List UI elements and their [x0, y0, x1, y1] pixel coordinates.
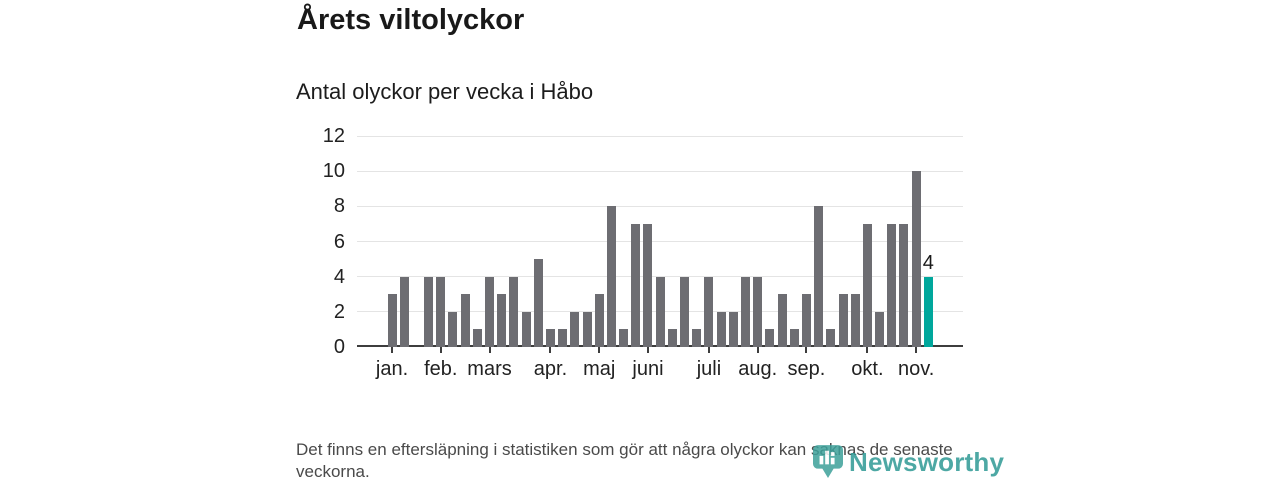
x-axis-label-aug: aug.	[738, 358, 778, 380]
bar-week-34	[789, 329, 799, 347]
last-bar-value-label: 4	[922, 251, 934, 274]
bar-week-27	[704, 277, 714, 347]
bar-week-23	[655, 277, 665, 347]
x-tick-mars	[488, 347, 491, 353]
y-axis-label-0: 0	[333, 336, 345, 358]
x-axis-label-nov: nov.	[897, 358, 935, 380]
x-tick-aug	[756, 347, 759, 353]
x-tick-juli	[707, 347, 710, 353]
bar-week-36	[814, 206, 824, 347]
bar-week-38	[838, 294, 848, 347]
bar-week-30	[741, 277, 750, 347]
newsworthy-pin-barchart-icon	[813, 445, 843, 478]
bar-week-40	[862, 224, 872, 347]
bar-week-35	[801, 294, 811, 347]
bar-week-5	[436, 277, 446, 347]
x-tick-maj	[598, 347, 601, 353]
x-axis-label-okt: okt.	[851, 358, 884, 380]
x-tick-sep	[805, 347, 808, 353]
bar-week-19	[606, 206, 616, 347]
y-axis-label-8: 8	[333, 195, 345, 218]
bar-week-16	[570, 312, 580, 347]
x-axis-label-sep: sep.	[787, 358, 826, 380]
x-axis-label-maj: maj	[583, 358, 616, 380]
bar-week-7	[460, 294, 470, 347]
bar-week-44	[911, 171, 921, 347]
bar-week-25	[680, 277, 690, 347]
x-axis-label-apr: apr.	[533, 358, 568, 380]
bar-week-41	[875, 312, 885, 347]
bar-week-18	[594, 294, 604, 347]
x-tick-jan	[391, 347, 393, 353]
bar-week-20	[619, 329, 629, 347]
bar-week-45-highlight	[923, 277, 933, 347]
x-tick-okt	[866, 347, 869, 353]
footnote-text: Det finns en eftersläpning i statistiken…	[296, 440, 953, 480]
bar-week-29	[728, 312, 738, 347]
y-axis-label-2: 2	[333, 300, 345, 323]
bar-week-10	[497, 294, 507, 347]
gridline-y-10	[357, 170, 963, 172]
bar-week-14	[545, 329, 555, 347]
y-axis-label-4: 4	[333, 265, 345, 288]
x-tick-feb	[439, 347, 442, 353]
x-axis-label-mars: mars	[467, 358, 512, 380]
gridline-y-6	[357, 241, 963, 242]
chart-subtitle: Antal olyckor per vecka i Håbo	[296, 79, 594, 104]
y-axis-label-10: 10	[322, 160, 345, 183]
bar-week-1	[387, 294, 397, 347]
gridline-y-12	[357, 135, 963, 137]
bar-week-22	[643, 224, 653, 347]
newsworthy-wordmark: Newsworthy	[849, 446, 1005, 477]
bar-week-6	[448, 312, 458, 347]
bar-week-42	[887, 224, 897, 347]
bar-week-11	[509, 277, 519, 347]
bar-week-17	[582, 312, 592, 347]
bar-week-8	[472, 329, 482, 347]
x-tick-nov	[915, 347, 918, 353]
bar-week-31	[753, 277, 763, 347]
newsworthy-logo: Newsworthy	[813, 445, 1004, 479]
x-axis-label-feb: feb.	[424, 358, 458, 380]
x-tick-juni	[646, 347, 649, 353]
bar-week-43	[899, 224, 909, 347]
y-axis-label-6: 6	[333, 230, 345, 253]
bar-week-26	[692, 329, 702, 347]
bar-week-32	[765, 329, 775, 347]
y-axis-label-12: 12	[322, 125, 345, 147]
x-axis-label-juli: juli	[696, 358, 722, 380]
weekly-accidents-bar-chart: 0 2 4 6 8 10 12 4 jan. feb. mars apr. maj juni juli aug…	[322, 125, 963, 380]
gridline-y-8	[357, 205, 963, 207]
bar-week-4	[424, 277, 434, 347]
bar-week-15	[558, 329, 568, 347]
bar-week-39	[850, 294, 860, 347]
bar-week-9	[485, 277, 495, 347]
bar-week-37	[826, 329, 836, 347]
bar-week-24	[667, 329, 677, 347]
gridline-y-4	[357, 276, 963, 278]
x-axis-label-juni: juni	[632, 358, 664, 380]
x-tick-apr	[549, 347, 552, 353]
x-axis-label-jan: jan.	[375, 358, 409, 380]
bar-week-13	[533, 259, 543, 347]
bar-week-2	[399, 277, 409, 347]
bar-week-12	[521, 312, 531, 347]
bar-week-33	[777, 294, 787, 347]
bar-week-28	[716, 312, 726, 347]
bar-week-21	[631, 224, 641, 347]
chart-title: Årets viltolyckor	[297, 4, 525, 36]
